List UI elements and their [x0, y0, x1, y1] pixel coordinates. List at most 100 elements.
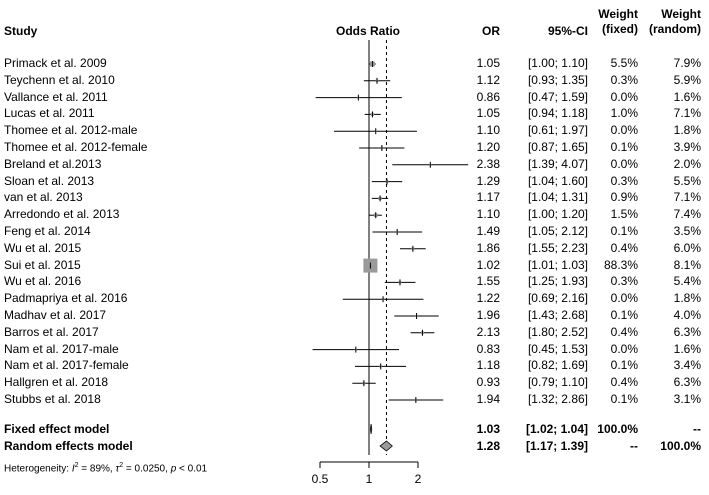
ci-value: [1.17; 1.39]	[525, 439, 588, 453]
weight-fixed-value: 0.1%	[610, 358, 638, 373]
study-name: Lucas et al. 2011	[4, 106, 95, 121]
weight-random-value: 3.5%	[673, 224, 701, 238]
or-value: 1.10	[476, 123, 500, 138]
heterogeneity-prefix: Heterogeneity:	[4, 463, 72, 475]
weight-random-value: 1.6%	[673, 341, 701, 356]
ci-value: [0.82; 1.69]	[527, 358, 588, 373]
i2-symbol: I	[71, 463, 75, 475]
ci-value: [0.45; 1.53]	[527, 341, 588, 356]
or-value: 1.86	[476, 240, 500, 255]
ci-value: [1.55; 2.23]	[527, 240, 588, 255]
fixed-effect-diamond	[369, 423, 373, 435]
weight-random-value: 3.4%	[673, 358, 701, 373]
ci-value: [0.47; 1.59]	[527, 89, 588, 104]
random-effects-diamond	[379, 440, 393, 452]
study-name: Teychenn et al. 2010	[4, 72, 115, 87]
weight-fixed-value: 0.3%	[610, 72, 638, 87]
or-value: 2.13	[476, 324, 500, 339]
study-name: Breland et al.2013	[4, 156, 102, 171]
tau-superscript: 2	[119, 462, 124, 469]
ci-value: [0.87; 1.65]	[527, 140, 588, 154]
or-value: 0.86	[476, 89, 500, 104]
header-odds-ratio: Odds Ratio	[335, 24, 400, 38]
study-name: Nam et al. 2017-female	[4, 358, 129, 373]
ci-value: [0.69; 2.16]	[527, 291, 588, 306]
or-value: 0.83	[476, 341, 500, 356]
study-name: Primack et al. 2009	[4, 56, 107, 70]
weight-fixed-value: 1.0%	[610, 106, 638, 121]
weight-random-value: 5.5%	[673, 173, 701, 188]
weight-random-value: 1.6%	[673, 89, 701, 104]
or-value: 1.18	[476, 358, 500, 373]
weight-random-value: 3.9%	[673, 140, 701, 154]
ci-value: [1.32; 2.86]	[527, 392, 588, 406]
study-name: Thomee et al. 2012-female	[4, 140, 148, 154]
weight-fixed-value: 0.4%	[610, 240, 638, 255]
header-weight-fixed-2: (fixed)	[602, 22, 638, 36]
study-name: Barros et al. 2017	[4, 324, 99, 339]
study-name: Feng et al. 2014	[4, 224, 91, 238]
header-weight-random-2: (random)	[649, 22, 701, 36]
header-or: OR	[482, 24, 500, 38]
header-weight-fixed-1: Weight	[598, 7, 638, 21]
weight-fixed-value: --	[630, 439, 638, 453]
or-value: 1.94	[476, 392, 500, 406]
or-value: 1.96	[476, 308, 500, 322]
weight-fixed-value: 0.1%	[610, 392, 638, 406]
or-value: 1.10	[476, 207, 500, 222]
ci-value: [1.00; 1.10]	[527, 56, 588, 70]
or-value: 2.38	[476, 156, 500, 171]
study-name: Sloan et al. 2013	[4, 173, 95, 188]
header-weight-random-1: Weight	[661, 7, 701, 21]
study-name: Wu et al. 2015	[4, 240, 82, 255]
tau-value: = 0.0250,	[123, 463, 171, 475]
ci-value: [1.04; 1.31]	[527, 190, 588, 205]
ci-value: [1.05; 2.12]	[527, 224, 588, 238]
weight-random-value: 6.3%	[673, 324, 701, 339]
weight-fixed-value: 1.5%	[610, 207, 638, 222]
ci-value: [1.25; 1.93]	[527, 274, 588, 289]
or-value: 1.28	[476, 439, 500, 453]
weight-random-value: 1.8%	[673, 123, 701, 138]
or-value: 1.05	[476, 106, 500, 121]
ci-value: [1.02; 1.04]	[525, 422, 588, 436]
ci-value: [1.01; 1.03]	[527, 257, 588, 272]
or-value: 1.05	[476, 56, 500, 70]
or-value: 1.49	[476, 224, 500, 238]
weight-random-value: 7.9%	[673, 56, 701, 70]
ci-value: [0.94; 1.18]	[527, 106, 588, 121]
weight-random-value: 7.1%	[673, 106, 701, 121]
study-name: Fixed effect model	[4, 422, 110, 436]
weight-fixed-value: 0.4%	[610, 324, 638, 339]
x-axis-tick-label: 2	[415, 472, 422, 486]
weight-random-value: 2.0%	[673, 156, 701, 171]
weight-random-value: 7.1%	[673, 190, 701, 205]
weight-random-value: 3.1%	[673, 392, 701, 406]
weight-fixed-value: 0.0%	[610, 291, 638, 306]
weight-fixed-value: 0.0%	[610, 341, 638, 356]
weight-fixed-value: 88.3%	[603, 257, 638, 272]
weight-fixed-value: 0.1%	[610, 308, 638, 322]
weight-fixed-value: 5.5%	[610, 56, 638, 70]
study-name: Wu et al. 2016	[4, 274, 82, 289]
study-name: Random effects model	[4, 439, 133, 453]
or-value: 1.20	[476, 140, 500, 154]
or-value: 1.17	[476, 190, 500, 205]
or-value: 1.55	[476, 274, 500, 289]
weight-fixed-value: 0.3%	[610, 173, 638, 188]
study-name: Madhav et al. 2017	[4, 308, 107, 322]
weight-random-value: 7.4%	[673, 207, 701, 222]
study-name: van et al. 2013	[4, 190, 83, 205]
study-name: Hallgren et al. 2018	[4, 375, 109, 390]
weight-fixed-value: 0.0%	[610, 89, 638, 104]
tau-symbol: τ	[115, 463, 120, 475]
ci-value: [0.93; 1.35]	[527, 72, 588, 87]
header-study: Study	[4, 24, 38, 38]
weight-fixed-value: 100.0%	[597, 422, 638, 436]
ci-value: [0.61; 1.97]	[527, 123, 588, 138]
i2-value: = 89%,	[78, 463, 116, 475]
p-symbol: p	[170, 463, 177, 475]
i2-superscript: 2	[74, 462, 79, 469]
header-ci: 95%-CI	[547, 24, 588, 38]
